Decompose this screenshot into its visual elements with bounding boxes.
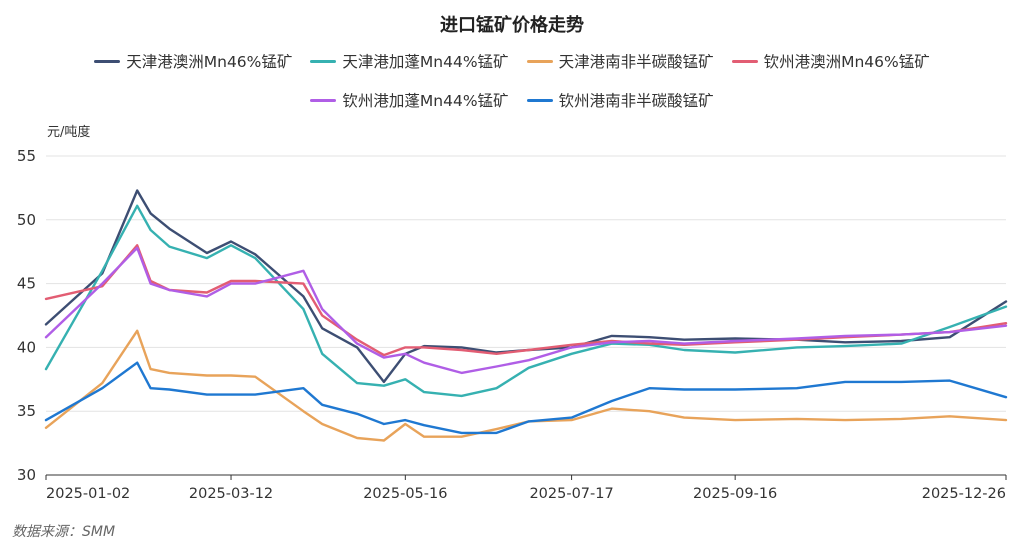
y-tick-label: 35 [17,402,36,420]
y-tick-label: 30 [17,466,36,484]
legend-label: 天津港南非半碳酸锰矿 [558,53,714,71]
legend-item[interactable]: 天津港南非半碳酸锰矿 [526,50,714,72]
legend-item[interactable]: 天津港澳洲Mn46%锰矿 [94,50,292,72]
legend-swatch [526,59,553,63]
legend-item[interactable]: 天津港加蓬Mn44%锰矿 [310,50,509,72]
legend-item[interactable]: 钦州港南非半碳酸锰矿 [526,89,714,111]
y-tick-label: 45 [17,275,36,293]
series-line [44,244,1008,357]
x-tick-label: 2025-03-12 [189,486,273,502]
chart-title: 进口锰矿价格走势 [440,15,584,36]
legend-swatch [310,59,337,63]
legend-label: 钦州港澳洲Mn46%锰矿 [763,53,930,71]
legend-label: 钦州港南非半碳酸锰矿 [558,92,714,110]
legend-label: 钦州港加蓬Mn44%锰矿 [342,92,509,110]
legend-label: 天津港加蓬Mn44%锰矿 [342,53,509,71]
legend-label: 天津港澳洲Mn46%锰矿 [126,53,293,71]
legend-row-1: 天津港澳洲Mn46%锰矿 天津港加蓬Mn44%锰矿 天津港南非半碳酸锰矿 钦州港… [0,50,1024,72]
legend-row-2: 钦州港加蓬Mn44%锰矿 钦州港南非半碳酸锰矿 [0,89,1024,111]
y-tick-label: 40 [17,338,36,356]
y-tick-label: 55 [17,147,36,165]
legend-swatch [94,59,121,63]
legend-swatch [731,59,758,63]
x-tick-label: 2025-12-26 [922,486,1006,502]
x-tick-label: 2025-05-16 [363,486,447,502]
y-axis-unit: 元/吨度 [47,125,91,140]
y-tick-label: 50 [17,211,36,229]
series-line [44,329,1008,442]
series-line [44,204,1008,398]
series-line [44,189,1008,384]
legend-swatch [526,98,553,102]
x-tick-label: 2025-07-17 [529,486,613,502]
x-tick-label: 2025-01-02 [46,486,130,502]
legend-item[interactable]: 钦州港澳洲Mn46%锰矿 [731,50,930,72]
series-line [44,361,1008,435]
legend-item[interactable]: 钦州港加蓬Mn44%锰矿 [310,89,509,111]
series-line [44,246,1008,375]
x-tick-label: 2025-09-16 [693,486,777,502]
legend-swatch [310,98,337,102]
data-source: 数据来源：SMM [12,524,116,540]
